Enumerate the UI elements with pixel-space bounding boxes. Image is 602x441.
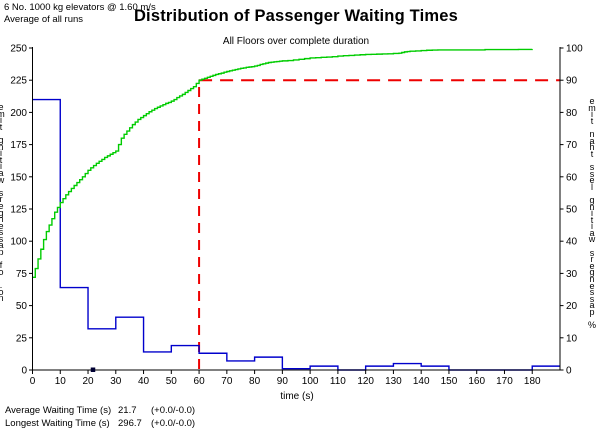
crosshair-lines	[198, 79, 560, 369]
svg-text:225: 225	[10, 76, 27, 87]
axes	[32, 47, 561, 371]
svg-text:160: 160	[468, 376, 485, 387]
longest-waiting-time-row: Longest Waiting Time (s) 296.7 (+0.0/-0.0)	[5, 418, 195, 429]
svg-text:0: 0	[30, 376, 36, 387]
longest-waiting-time-tolerance: (+0.0/-0.0)	[151, 418, 196, 429]
svg-text:130: 130	[385, 376, 402, 387]
svg-text:150: 150	[10, 172, 27, 183]
svg-text:30: 30	[566, 269, 578, 280]
elevator-config-text: 6 No. 1000 kg elevators @ 1.60 m/s	[4, 2, 156, 13]
svg-text:110: 110	[330, 376, 346, 387]
y-axis-right-label: e m i t n a h t s s e l g n i t i a w s …	[587, 96, 596, 331]
svg-text:0: 0	[566, 366, 572, 377]
svg-text:200: 200	[10, 108, 27, 119]
x-axis-label: time (s)	[280, 391, 314, 402]
svg-text:60: 60	[194, 376, 206, 387]
runs-average-text: Average of all runs	[4, 14, 84, 25]
svg-text:150: 150	[441, 376, 458, 387]
svg-text:100: 100	[566, 44, 583, 55]
svg-text:180: 180	[524, 376, 541, 387]
histogram-series	[32, 98, 560, 371]
longest-waiting-time-value: 296.7	[118, 418, 142, 429]
average-waiting-time-value: 21.7	[118, 405, 137, 416]
svg-text:0: 0	[21, 366, 27, 377]
cumulative-series	[32, 48, 533, 278]
svg-text:170: 170	[496, 376, 513, 387]
average-waiting-time-row: Average Waiting Time (s) 21.7 (+0.0/-0.0)	[5, 405, 195, 416]
svg-text:70: 70	[221, 376, 233, 387]
svg-text:80: 80	[566, 108, 578, 119]
svg-text:75: 75	[16, 269, 28, 280]
svg-text:20: 20	[82, 376, 94, 387]
svg-text:30: 30	[110, 376, 122, 387]
svg-text:175: 175	[10, 140, 27, 151]
svg-text:120: 120	[357, 376, 374, 387]
tick-labels: 0255075100125150175200225250010203040506…	[10, 44, 583, 388]
svg-text:70: 70	[566, 140, 578, 151]
chart-title: Distribution of Passenger Waiting Times	[133, 7, 459, 25]
svg-text:40: 40	[138, 376, 150, 387]
svg-text:50: 50	[166, 376, 178, 387]
svg-text:125: 125	[10, 205, 27, 216]
svg-text:20: 20	[566, 301, 578, 312]
svg-text:10: 10	[55, 376, 67, 387]
svg-text:140: 140	[413, 376, 430, 387]
average-waiting-time-label: Average Waiting Time (s)	[5, 405, 112, 416]
svg-text:25: 25	[16, 333, 28, 344]
svg-text:90: 90	[566, 76, 578, 87]
svg-text:40: 40	[566, 237, 578, 248]
svg-text:10: 10	[566, 333, 578, 344]
svg-text:250: 250	[10, 44, 27, 55]
svg-text:50: 50	[566, 205, 578, 216]
average-time-marker	[90, 367, 96, 372]
svg-text:50: 50	[16, 301, 28, 312]
svg-text:60: 60	[566, 172, 578, 183]
svg-text:100: 100	[10, 237, 27, 248]
average-waiting-time-tolerance: (+0.0/-0.0)	[151, 405, 196, 416]
svg-text:100: 100	[302, 376, 319, 387]
longest-waiting-time-label: Longest Waiting Time (s)	[5, 418, 110, 429]
chart-subtitle: All Floors over complete duration	[222, 36, 370, 47]
svg-text:90: 90	[277, 376, 289, 387]
y-axis-left-label: e m i t g n i t i a w s r e g n e s s a …	[0, 102, 5, 304]
svg-text:80: 80	[249, 376, 261, 387]
